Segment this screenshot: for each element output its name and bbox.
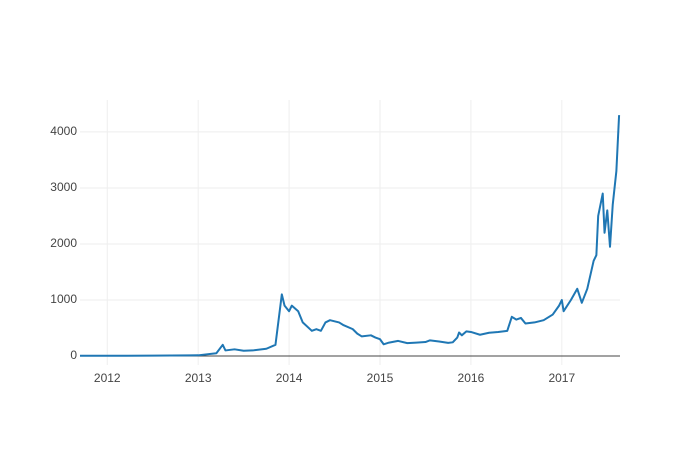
y-tick-label: 1000 xyxy=(50,292,77,306)
x-tick-label: 2015 xyxy=(367,371,394,385)
y-tick-label: 2000 xyxy=(50,236,77,250)
x-tick-label: 2013 xyxy=(185,371,212,385)
x-tick-label: 2016 xyxy=(458,371,485,385)
x-tick-label: 2017 xyxy=(548,371,575,385)
x-tick-label: 2014 xyxy=(276,371,303,385)
y-tick-label: 3000 xyxy=(50,180,77,194)
y-tick-label: 0 xyxy=(70,348,77,362)
x-tick-label: 2012 xyxy=(94,371,121,385)
line xyxy=(80,115,621,357)
y-tick-label: 4000 xyxy=(50,124,77,138)
